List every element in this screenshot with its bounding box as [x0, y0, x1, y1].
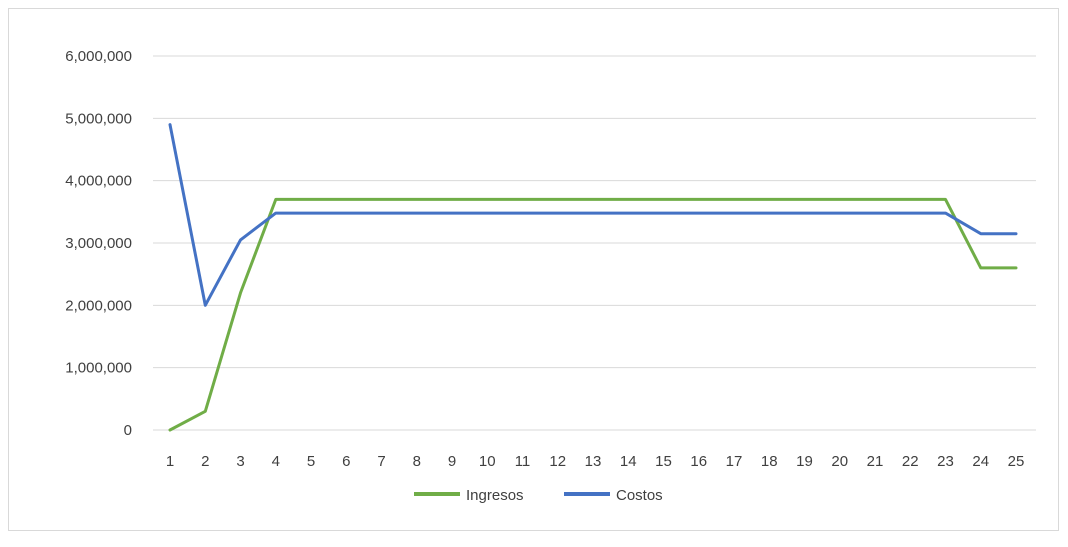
legend-label-ingresos: Ingresos	[466, 487, 524, 504]
legend: Ingresos Costos	[414, 487, 663, 504]
x-tick-label: 17	[726, 453, 743, 470]
chart-frame	[8, 8, 1059, 531]
x-tick-label: 16	[690, 453, 707, 470]
x-tick-label: 2	[201, 453, 209, 470]
series-line-costos	[168, 123, 1018, 307]
series-line-ingresos	[168, 197, 1018, 432]
x-tick-label: 9	[448, 453, 456, 470]
x-tick-label: 6	[342, 453, 350, 470]
y-tick-label: 3,000,000	[65, 235, 132, 252]
x-tick-label: 1	[166, 453, 174, 470]
x-tick-label: 10	[479, 453, 496, 470]
x-tick-label: 20	[831, 453, 848, 470]
y-tick-label: 1,000,000	[65, 360, 132, 377]
x-tick-label: 12	[549, 453, 566, 470]
y-tick-label: 6,000,000	[65, 48, 132, 65]
x-tick-label: 5	[307, 453, 315, 470]
y-tick-label: 5,000,000	[65, 110, 132, 127]
x-tick-label: 8	[413, 453, 421, 470]
x-tick-label: 7	[377, 453, 385, 470]
x-tick-label: 25	[1008, 453, 1025, 470]
x-tick-label: 14	[620, 453, 637, 470]
x-axis-ticks: 1 2 3 4 5 6 7 8 9 10 11 12 13 14 15 16 17 18 19 20 21 22 23 24 2…	[166, 453, 1025, 470]
x-tick-label: 11	[515, 453, 531, 470]
grid-layer	[153, 55, 1036, 431]
x-tick-label: 13	[585, 453, 602, 470]
series-layer	[168, 123, 1018, 432]
x-tick-label: 19	[796, 453, 813, 470]
x-tick-label: 18	[761, 453, 778, 470]
y-tick-label: 4,000,000	[65, 173, 132, 190]
x-tick-label: 3	[236, 453, 244, 470]
x-tick-label: 24	[972, 453, 989, 470]
x-tick-label: 22	[902, 453, 919, 470]
y-tick-label: 0	[124, 422, 132, 439]
legend-label-costos: Costos	[616, 487, 663, 504]
x-tick-label: 21	[867, 453, 884, 470]
y-axis-ticks: 0 1,000,000 2,000,000 3,000,000 4,000,000 5,0…	[65, 48, 132, 439]
x-tick-label: 15	[655, 453, 672, 470]
x-tick-label: 23	[937, 453, 954, 470]
y-tick-label: 2,000,000	[65, 297, 132, 314]
x-tick-label: 4	[272, 453, 280, 470]
